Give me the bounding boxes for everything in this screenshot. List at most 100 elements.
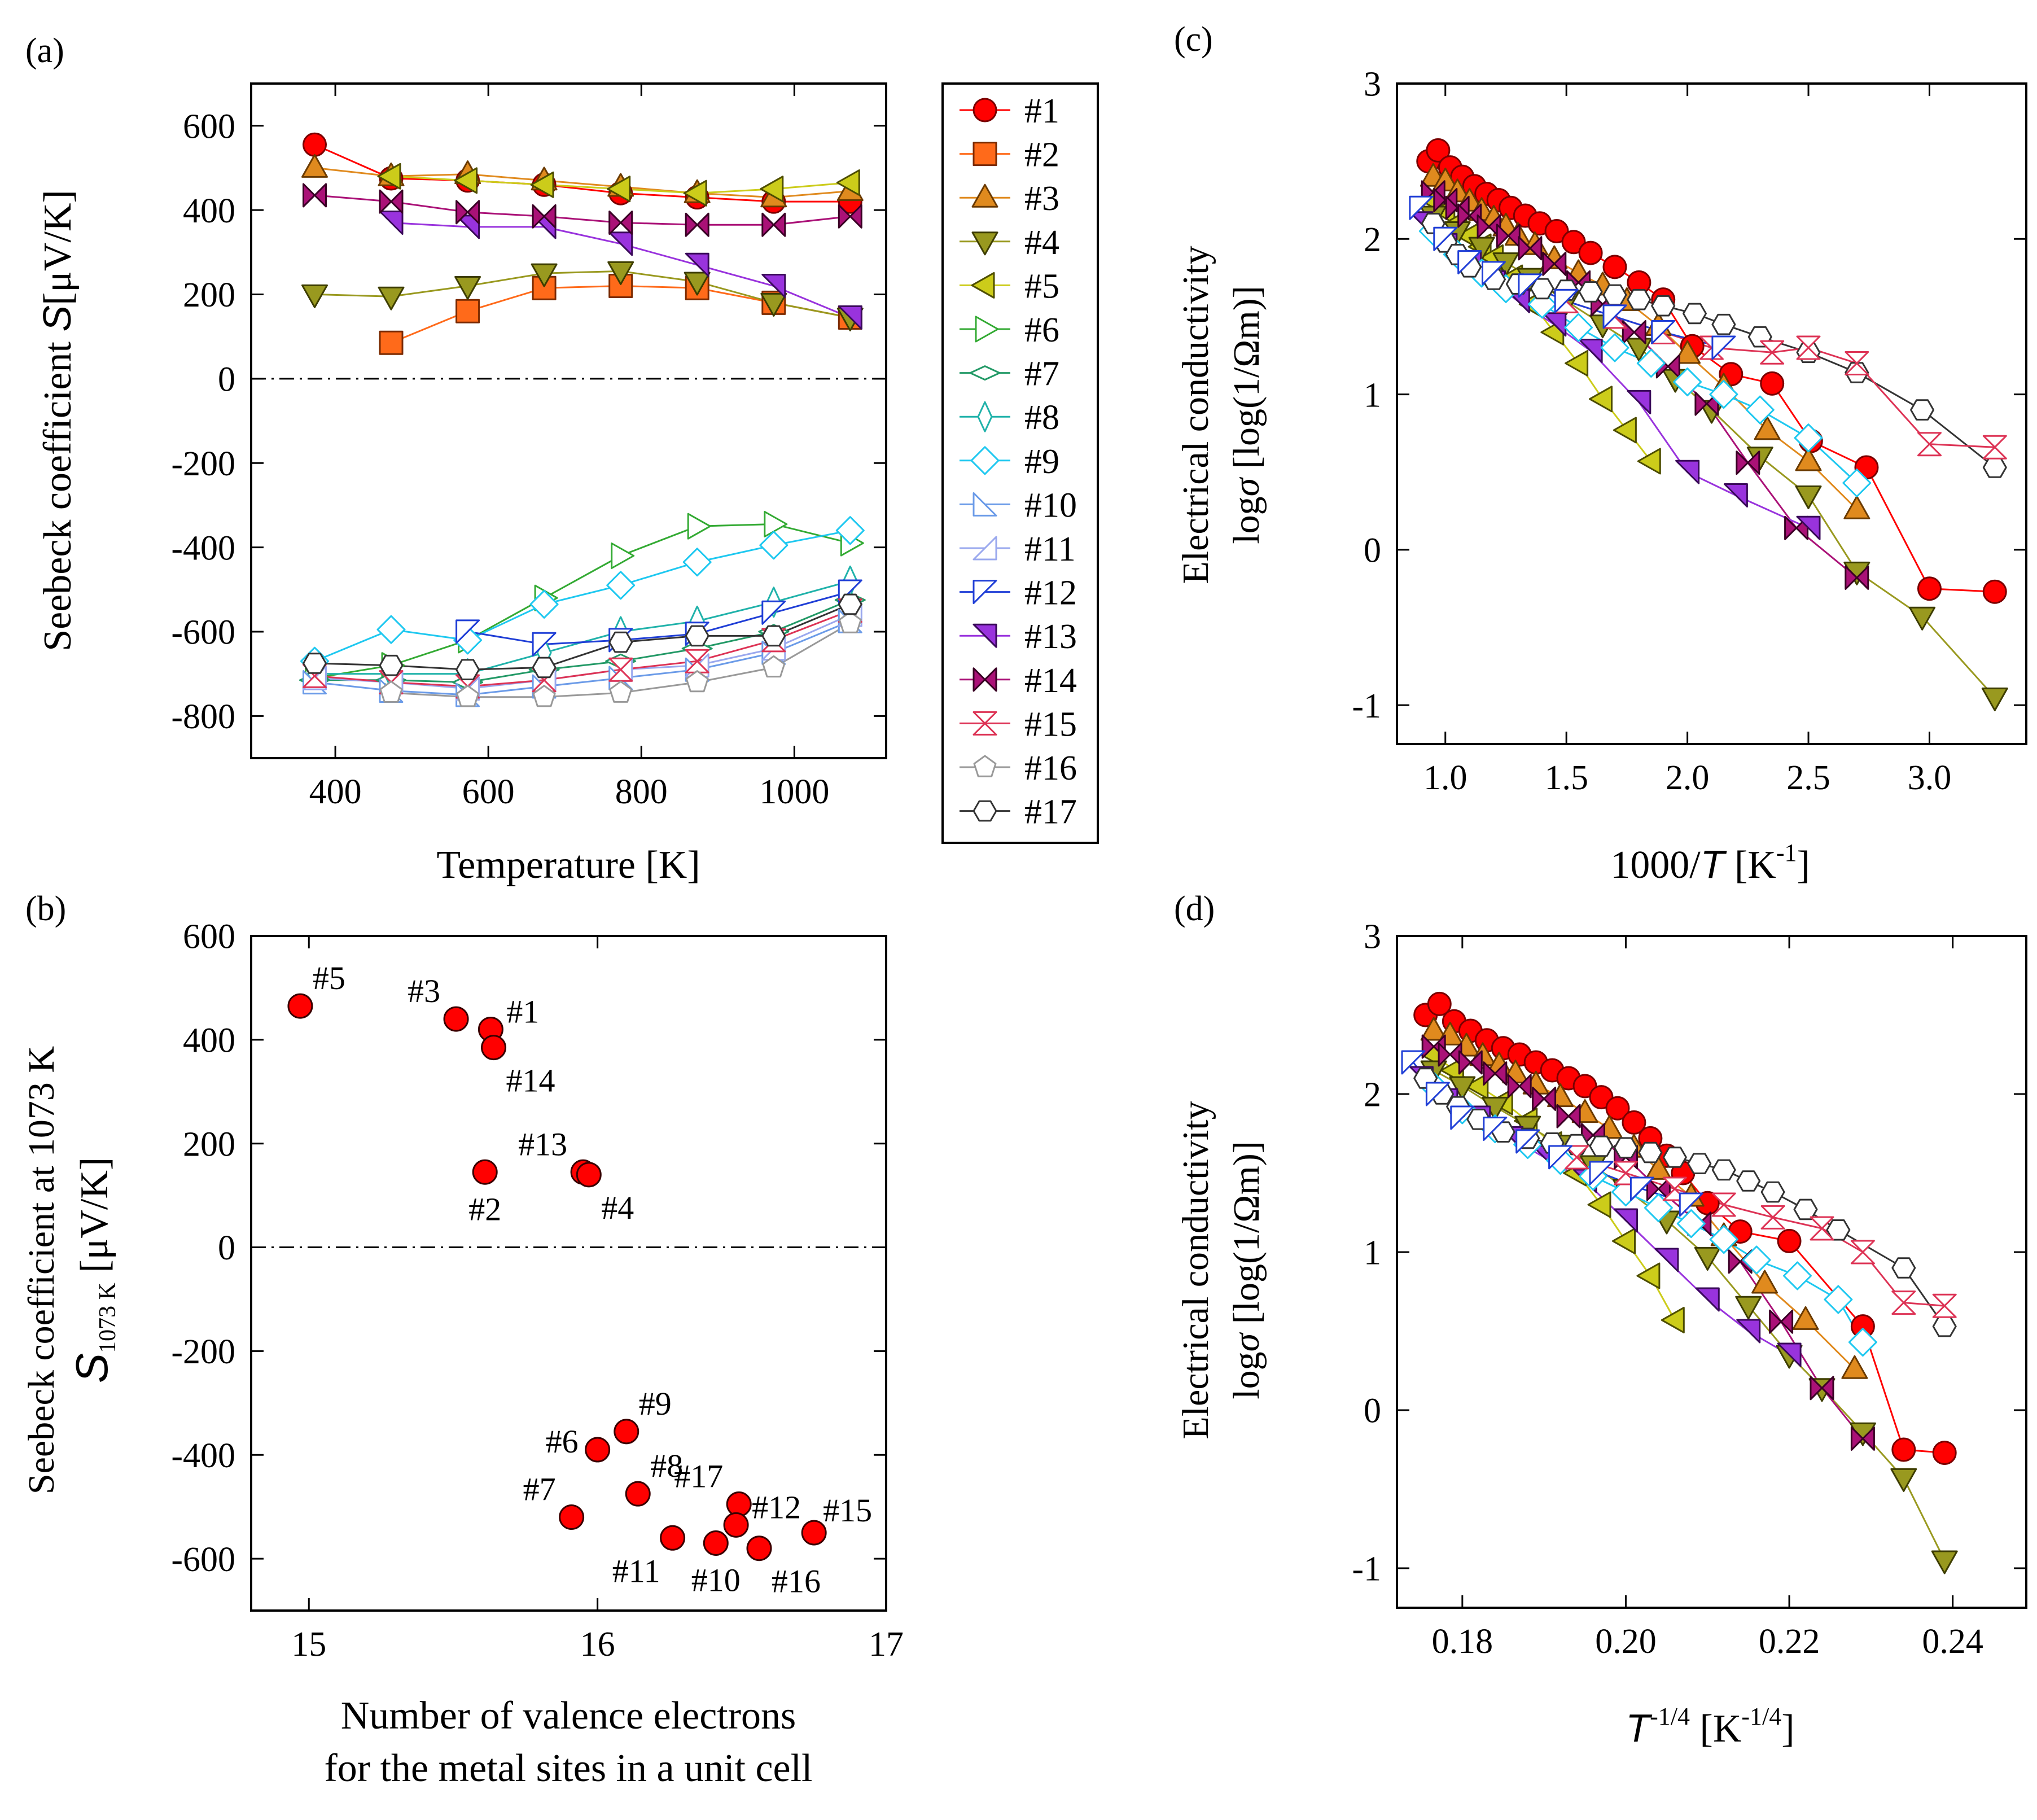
legend-label-#13: #13 [1024,618,1077,656]
point-b-#3 [443,1006,469,1032]
point-d-#1-19 [1777,1228,1802,1253]
point-d-#3-0 [1420,1017,1447,1041]
point-d-#3-11 [1645,1156,1672,1180]
point-label-b-#10: #10 [691,1562,741,1599]
point-d-#1-12 [1605,1096,1630,1121]
point-c-#14-10 [1622,320,1646,344]
legend-marker-#9 [970,446,1000,475]
point-d-#12-2 [1450,1105,1475,1130]
point-d-#12-8 [1679,1192,1703,1217]
point-d-#14-3 [1483,1061,1508,1086]
ytick-label-a-0: -800 [171,698,235,736]
point-c-#9-12 [1842,469,1872,497]
point-d-#12-0 [1401,1050,1426,1075]
plot-area-c [1409,138,2008,711]
point-a-#17-5 [685,625,709,647]
legend: #1 #2 #3 #4 #5 #6 #7 #8 #9 #10 #11 #12 #13 #14 #15 #16 #… [941,82,1099,844]
point-c-#13-9 [1723,483,1748,508]
point-a-#14-5 [685,212,709,237]
panel-a-ylabel: Seebeck coefficient S[μV/K] [35,190,80,651]
legend-marker-#6 [975,316,999,343]
panel-c-ylabel-line1: Electrical conductivity [1175,246,1216,584]
point-d-#14-14 [1850,1426,1875,1451]
ytick-label-d-0: -1 [1352,1550,1381,1589]
point-c-#15-5 [1796,335,1821,360]
point-c-#12-0 [1409,195,1434,220]
legend-marker-#15 [972,711,997,736]
point-c-#17-13 [1711,313,1736,335]
point-b-#15 [801,1520,827,1546]
panel-c-ylabel-line2: logσ [log(1/Ωm)] [1226,286,1267,544]
point-d-#12-1 [1425,1082,1450,1106]
point-b-#11 [660,1525,686,1551]
legend-label-#4: #4 [1024,224,1059,262]
legend-marker-#1 [972,98,997,123]
point-d-#3-16 [1841,1355,1868,1379]
panel-a-frame [250,82,887,759]
point-d-#5-8 [1612,1227,1636,1254]
panel-b-ylabel-line1: Seebeck coefficient at 1073 K [21,1046,62,1494]
legend-marker-#7 [969,365,1001,381]
point-b-#14 [481,1035,507,1061]
point-a-#17-4 [608,631,633,653]
point-d-#4-13 [1890,1468,1917,1492]
point-c-#5-9 [1565,350,1589,377]
point-d-#14-9 [1646,1176,1671,1201]
panel-b-points: #5 #3 #1 #14 #2 #13 #4 #6 #9 #7 #8 #11 #10 #17 #12 #16#… [287,960,872,1600]
point-d-#15-6 [1850,1240,1875,1265]
point-d-#9-7 [1644,1193,1673,1223]
point-a-#3-0 [301,154,328,178]
xtick-label-c-2: 2.0 [1666,759,1710,797]
xtick-label-d-1: 0.20 [1595,1622,1657,1661]
point-c-#17-12 [1683,303,1707,325]
legend-marker-#8 [977,401,993,432]
point-a-#16-1 [456,685,480,707]
panel-a-series [299,132,866,707]
point-d-#14-2 [1458,1050,1483,1075]
point-d-#12-4 [1515,1129,1540,1154]
panel-c: (c) -1 0 1 2 3 1.0 1.5 2.0 2.5 3.0 1000/T [K-1] E… [1174,20,2027,887]
legend-marker-#17 [972,800,997,822]
point-label-b-#15: #15 [823,1492,872,1529]
point-d-#9-11 [1783,1261,1812,1290]
point-label-b-#5: #5 [313,960,345,996]
point-b-#12 [723,1512,749,1538]
point-b-#6 [585,1437,611,1463]
point-a-#5-1 [454,167,478,194]
point-d-#17-18 [1891,1257,1916,1279]
legend-marker-#11 [972,536,997,561]
point-c-#17-8 [1578,281,1603,303]
panel-c-xlabel: 1000/T [K-1] [1610,839,1810,887]
panel-c-letter: (c) [1174,20,1213,59]
point-a-#5-2 [530,171,554,198]
point-d-#4-14 [1931,1550,1958,1574]
point-a-#14-6 [761,212,786,237]
point-c-#9-11 [1794,423,1823,453]
xtick-label-a-0: 400 [309,773,362,811]
point-d-#12-3 [1483,1117,1508,1141]
point-a-#5-5 [760,176,784,203]
legend-marker-#10 [972,492,997,517]
point-a-#4-4 [607,261,634,285]
point-c-#4-14 [1981,687,2008,711]
ytick-label-a-7: 600 [183,107,235,146]
panel-a-letter: (a) [25,32,64,70]
point-d-#17-11 [1662,1147,1687,1168]
point-a-#12-0 [455,619,480,644]
ytick-label-c-3: 2 [1364,221,1381,259]
point-d-#9-10 [1742,1245,1771,1275]
point-c-#13-6 [1578,339,1603,363]
point-d-#15-3 [1711,1192,1736,1217]
legend-label-#9: #9 [1024,443,1059,481]
point-a-#5-6 [836,169,860,196]
point-label-b-#3: #3 [408,973,440,1009]
point-a-#9-7 [835,516,865,545]
point-c-#1-21 [1917,576,1942,601]
point-label-b-#12: #12 [752,1489,801,1525]
ytick-label-c-4: 3 [1364,65,1381,104]
point-c-#1-18 [1760,371,1785,396]
point-a-#5-0 [377,163,401,190]
point-d-#1-13 [1622,1110,1646,1135]
point-d-#17-15 [1760,1181,1785,1203]
legend-marker-#13 [972,623,997,648]
